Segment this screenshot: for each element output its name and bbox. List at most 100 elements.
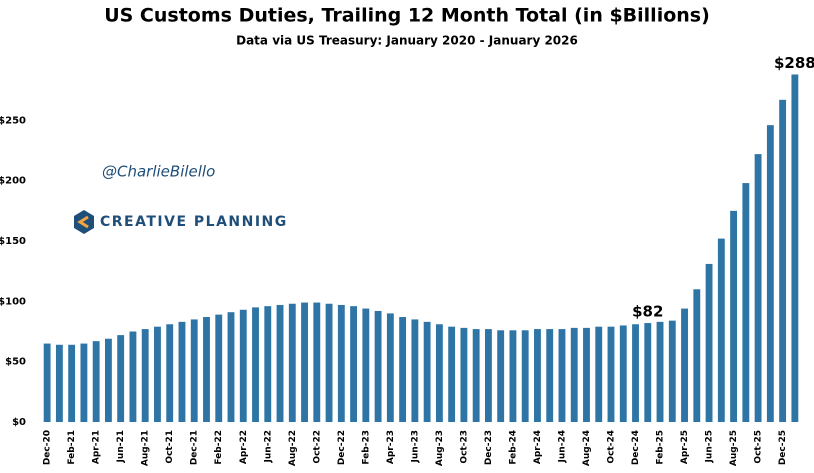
bar <box>656 321 664 422</box>
bar <box>766 125 774 422</box>
logo-text: CREATIVE PLANNING <box>100 214 288 230</box>
bar <box>460 327 468 422</box>
x-tick-label: Jun-22 <box>263 430 273 463</box>
bar <box>435 324 443 422</box>
bar <box>546 329 554 422</box>
x-tick-label: Feb-24 <box>508 430 518 465</box>
x-tick-label: Jun-23 <box>410 430 420 463</box>
bar <box>92 341 100 422</box>
x-tick-label: Feb-25 <box>656 430 666 465</box>
bar <box>288 303 296 422</box>
bar <box>141 329 149 422</box>
x-tick-label: Oct-21 <box>165 430 175 464</box>
bar <box>264 306 272 422</box>
y-tick-label: $200 <box>0 176 26 187</box>
bar <box>668 320 676 422</box>
bar <box>117 335 125 422</box>
bar <box>632 324 639 422</box>
x-tick-label: Feb-22 <box>214 430 224 465</box>
x-tick-label: Oct-23 <box>459 430 469 464</box>
x-tick-label: Aug-25 <box>729 430 739 466</box>
y-tick-label: $100 <box>0 296 26 307</box>
x-tick-label: Dec-20 <box>43 430 53 465</box>
bar <box>497 330 505 422</box>
logo-icon-detail <box>77 215 89 229</box>
value-label: $288 <box>774 54 814 72</box>
x-tick-label: Aug-21 <box>141 430 151 466</box>
bar <box>252 307 259 422</box>
bar <box>386 313 394 422</box>
x-tick-label: Apr-23 <box>386 430 396 464</box>
y-tick-label: $150 <box>0 236 26 247</box>
value-label: $82 <box>632 303 663 321</box>
bar <box>178 321 186 422</box>
bar <box>730 210 738 422</box>
logo-icon <box>74 210 94 234</box>
bar <box>43 343 51 422</box>
bar <box>411 319 419 422</box>
bar <box>791 74 799 422</box>
bar <box>484 329 492 422</box>
bar <box>227 312 235 422</box>
bar <box>534 329 541 422</box>
bar <box>215 314 223 422</box>
logo: CREATIVE PLANNING <box>74 210 288 234</box>
bar <box>705 263 713 422</box>
bar <box>509 330 517 422</box>
bar <box>644 323 652 422</box>
bar <box>239 309 247 422</box>
bar <box>558 329 566 422</box>
x-tick-label: Jun-24 <box>557 430 567 463</box>
y-tick-label: $0 <box>12 417 26 428</box>
x-tick-label: Aug-24 <box>582 430 592 466</box>
x-tick-label: Apr-25 <box>680 430 690 464</box>
x-tick-label: Jun-21 <box>116 430 126 463</box>
bar <box>717 238 725 422</box>
bar <box>80 343 88 422</box>
bar <box>583 327 590 422</box>
bar <box>276 304 284 422</box>
x-tick-label: Oct-24 <box>607 430 617 464</box>
x-tick-label: Feb-23 <box>361 430 371 465</box>
bar <box>448 326 456 422</box>
x-tick-label: Dec-25 <box>778 430 788 465</box>
chart-subtitle: Data via US Treasury: January 2020 - Jan… <box>236 34 578 48</box>
bar <box>166 324 174 422</box>
x-tick-label: Feb-21 <box>67 430 77 465</box>
bar <box>521 330 529 422</box>
y-tick-label: $250 <box>0 115 26 126</box>
bar <box>595 326 603 422</box>
watermark: @CharlieBilello <box>102 163 215 181</box>
x-tick-label: Dec-24 <box>631 430 641 465</box>
x-tick-label: Apr-22 <box>239 430 249 464</box>
bar <box>301 302 308 422</box>
bar <box>742 183 750 422</box>
bar <box>754 154 762 422</box>
x-tick-label: Dec-23 <box>484 430 494 465</box>
bar <box>607 326 615 422</box>
bar <box>68 344 76 422</box>
bar <box>55 344 63 422</box>
x-tick-label: Oct-25 <box>754 430 764 464</box>
bar <box>337 304 345 422</box>
bar <box>374 310 382 422</box>
bar <box>350 306 358 422</box>
bar <box>570 327 578 422</box>
bar <box>190 319 198 422</box>
x-tick-label: Apr-21 <box>92 430 102 464</box>
bar <box>104 338 112 422</box>
x-tick-label: Aug-22 <box>288 430 298 466</box>
x-tick-label: Dec-22 <box>337 430 347 465</box>
bar <box>313 302 321 422</box>
bar <box>693 289 701 422</box>
bar <box>472 329 480 422</box>
bar <box>399 317 407 422</box>
x-tick-label: Dec-21 <box>190 430 200 465</box>
bar <box>423 321 431 422</box>
bar <box>681 308 688 422</box>
x-tick-label: Jun-25 <box>705 430 715 463</box>
bar <box>619 325 627 422</box>
bar <box>325 303 333 422</box>
y-tick-label: $50 <box>5 357 26 368</box>
